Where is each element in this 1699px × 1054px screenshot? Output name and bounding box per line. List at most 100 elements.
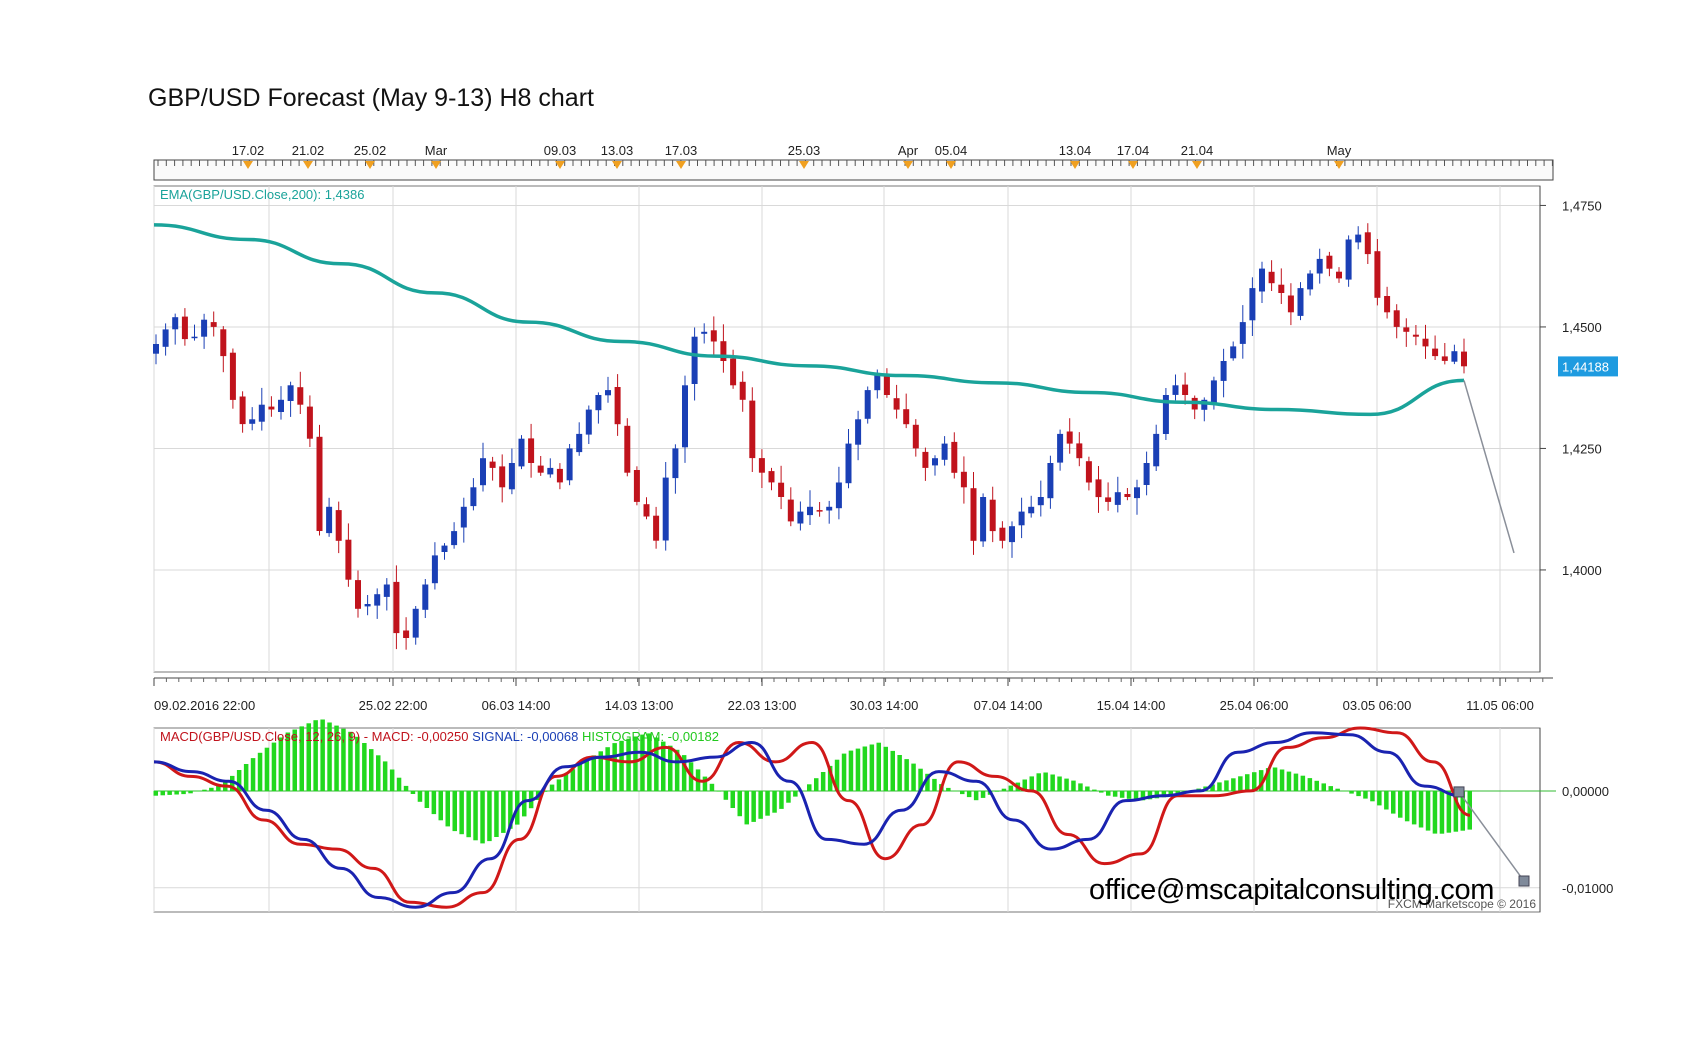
histogram-bar: [1432, 790, 1438, 834]
top-date-marker: [555, 161, 565, 169]
histogram-bar: [848, 750, 854, 791]
candle-down: [951, 441, 958, 473]
time-axis-label: 25.04 06:00: [1220, 698, 1289, 713]
histogram-bar: [1008, 785, 1014, 791]
candle-up: [191, 336, 198, 339]
histogram-bar: [292, 729, 297, 791]
candle-up: [441, 545, 448, 552]
candle-down: [306, 406, 313, 439]
histogram-bar: [1286, 771, 1292, 791]
candle-up: [518, 438, 525, 467]
time-axis: 09.02.2016 22:00 25.02 22:00 06.03 14:00 14…: [153, 677, 1553, 713]
time-axis-label: 22.03 13:00: [728, 698, 797, 713]
histogram-bar: [1029, 776, 1034, 791]
candle-down: [1384, 296, 1391, 313]
candle-up: [1230, 346, 1237, 359]
histogram-bar: [1272, 767, 1278, 791]
ema-line: [153, 223, 1465, 417]
candle-up: [1210, 380, 1217, 403]
candle-down: [1182, 384, 1189, 395]
candle-down: [355, 580, 361, 609]
histogram-bar: [1106, 790, 1111, 796]
histogram-bar: [417, 790, 423, 802]
histogram-bar: [584, 759, 589, 791]
histogram-bar: [1363, 790, 1368, 799]
candle-down: [999, 527, 1006, 541]
time-axis-label: 15.04 14:00: [1097, 698, 1166, 713]
histogram-bar: [466, 790, 471, 838]
candle-up: [431, 555, 438, 584]
candle-down: [1403, 327, 1410, 332]
histogram-bar: [209, 787, 214, 791]
histogram-bar: [932, 778, 937, 791]
candle-down: [1085, 461, 1092, 483]
histogram-bar: [1252, 772, 1257, 791]
candle-down: [1393, 310, 1400, 327]
top-date-marker: [1192, 161, 1202, 169]
candle-down: [1441, 356, 1448, 361]
candle-up: [941, 443, 948, 460]
candle-down: [1105, 497, 1112, 502]
candle-down: [893, 398, 900, 410]
candle-down: [1095, 479, 1102, 498]
histogram-bar: [556, 779, 562, 791]
histogram-bar: [522, 790, 527, 817]
top-date-marker: [612, 161, 622, 169]
candle-up: [374, 594, 381, 606]
candle-down: [181, 316, 188, 340]
macd-pane-frame: [153, 727, 1541, 913]
histogram-bar: [1467, 790, 1472, 830]
credit-label: FXCM Marketscope © 2016: [1388, 897, 1537, 911]
candle-down: [1374, 251, 1381, 298]
histogram-bar: [953, 790, 958, 792]
candle-down: [653, 515, 660, 541]
histogram-bar: [661, 741, 666, 791]
histogram-bar: [793, 790, 798, 797]
histogram-bar: [1001, 788, 1007, 791]
histogram-bar: [348, 731, 353, 791]
histogram-bar: [181, 790, 186, 795]
histogram-bar: [494, 790, 499, 837]
top-date-marker: [1128, 161, 1138, 169]
histogram-bar: [897, 755, 902, 791]
price-axis-label: 1,4750: [1562, 198, 1602, 213]
top-date-ruler: 17.02 21.02 25.02 Mar 09.03 13.03 17.03 25.03 Ap…: [153, 143, 1554, 181]
candle-up: [1345, 239, 1352, 280]
candle-up: [682, 385, 688, 448]
histogram-bar: [598, 751, 603, 791]
candle-up: [1037, 497, 1044, 506]
histogram-bar: [431, 790, 437, 815]
histogram-bar: [1411, 790, 1417, 825]
histogram-bar: [1300, 775, 1306, 791]
histogram-bar: [487, 790, 492, 842]
histogram-bar: [1140, 790, 1146, 801]
candle-up: [605, 390, 611, 396]
candle-down: [912, 424, 919, 449]
histogram-bar: [820, 772, 826, 791]
time-axis-label: 09.02.2016 22:00: [154, 698, 255, 713]
histogram-bar: [563, 774, 569, 791]
histogram-bar: [890, 750, 895, 791]
histogram-bar: [966, 790, 972, 798]
candle-up: [1114, 492, 1121, 505]
top-date-label: 13.03: [601, 143, 634, 158]
macd-indicator-label: MACD(GBP/USD.Close, 12, 26, 9) - MACD: -…: [160, 729, 719, 744]
histogram-bar: [174, 790, 179, 795]
candle-up: [585, 409, 592, 435]
histogram-bar: [883, 746, 888, 791]
candle-up: [566, 448, 573, 481]
top-date-label: 25.02: [354, 143, 387, 158]
time-axis-label: 25.02 22:00: [359, 698, 428, 713]
histogram-bar: [640, 734, 645, 791]
histogram-bar: [918, 768, 923, 791]
histogram-bar: [1453, 790, 1459, 832]
histogram-bar: [355, 736, 360, 791]
candle-down: [1066, 431, 1073, 444]
signal-line: [153, 731, 1463, 909]
histogram-bar: [619, 740, 624, 791]
candle-down: [1124, 494, 1131, 497]
histogram-bar: [869, 744, 875, 791]
histogram-bar: [1328, 786, 1333, 791]
top-date-label: May: [1327, 143, 1352, 158]
